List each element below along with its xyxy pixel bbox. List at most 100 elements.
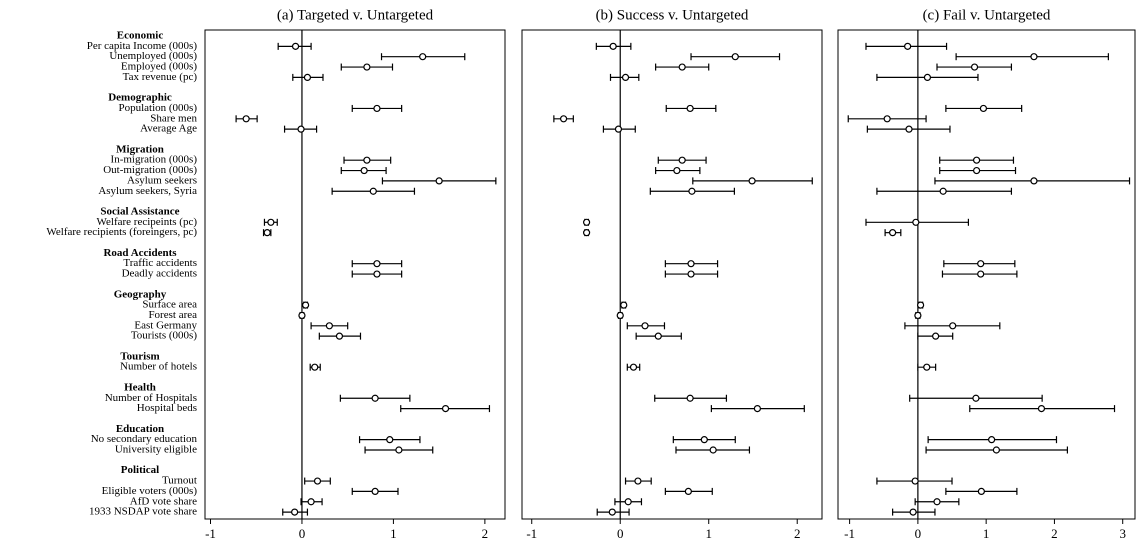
point-estimate (583, 229, 591, 237)
x-tick-label: 1 (983, 526, 990, 541)
point-estimate (905, 125, 913, 133)
row-label: Number of hotels (120, 361, 197, 373)
x-tick-label: 0 (915, 526, 922, 541)
x-tick-label: -1 (844, 526, 855, 541)
row-label: Asylum seekers, Syria (98, 185, 197, 197)
row-label: Turnout (162, 475, 197, 487)
row-label: Asylum seekers (127, 174, 197, 186)
panel-title: (c) Fail v. Untargeted (923, 7, 1051, 23)
row-label: East Germany (134, 319, 197, 331)
x-tick-label: 2 (1051, 526, 1058, 541)
row-label: Tax revenue (pc) (123, 71, 198, 83)
row-label: Welfare recipients (foreingers, pc) (46, 226, 197, 238)
point-estimate (624, 498, 632, 506)
point-estimate (678, 63, 686, 71)
row-label: Deadly accidents (122, 268, 197, 280)
panel-title: (b) Success v. Untargeted (596, 7, 749, 23)
point-estimate (909, 508, 917, 516)
point-estimate (297, 125, 305, 133)
point-estimate (979, 104, 988, 113)
x-tick-label: 0 (299, 526, 306, 541)
point-estimate (917, 301, 925, 309)
row-label: Employed (000s) (121, 61, 197, 73)
row-label: Hospital beds (137, 402, 197, 414)
point-estimate (363, 156, 371, 164)
point-estimate (395, 446, 403, 454)
point-estimate (373, 270, 381, 278)
point-estimate (1037, 405, 1046, 413)
x-tick-label: -1 (205, 526, 216, 541)
x-tick-label: -1 (526, 526, 537, 541)
row-label: Average Age (140, 123, 197, 135)
point-estimate (298, 311, 306, 320)
point-estimate (614, 125, 623, 133)
point-estimate (753, 405, 761, 413)
point-estimate (977, 260, 985, 268)
point-estimate (267, 218, 275, 226)
point-estimate (912, 218, 920, 226)
row-label: Eligible voters (000s) (102, 485, 198, 497)
group-header: Migration (116, 143, 164, 155)
group-header: Geography (114, 288, 167, 300)
point-estimate (608, 508, 616, 516)
panel-title: (a) Targeted v. Untargeted (277, 7, 434, 23)
point-estimate (371, 487, 379, 495)
x-tick-label: 2 (794, 526, 801, 541)
row-label: Unemployed (000s) (109, 50, 197, 62)
row-label: Forest area (148, 309, 197, 321)
point-estimate (972, 166, 981, 175)
x-tick-label: 0 (617, 526, 624, 541)
point-estimate (914, 311, 922, 320)
row-label: Surface area (142, 299, 197, 311)
point-estimate (673, 166, 681, 175)
group-header: Political (121, 464, 160, 476)
row-label: Share men (150, 112, 197, 124)
x-tick-label: 2 (482, 526, 489, 541)
point-estimate (363, 63, 371, 71)
point-estimate (977, 270, 985, 278)
point-estimate (731, 53, 739, 61)
group-header: Tourism (120, 350, 159, 362)
point-estimate (977, 487, 985, 495)
point-estimate (641, 322, 649, 330)
point-estimate (629, 363, 638, 371)
point-estimate (939, 187, 947, 195)
row-label: 1933 NSDAP vote share (89, 506, 197, 518)
row-label: In-migration (000s) (111, 154, 198, 166)
row-label: Welfare recipeints (pc) (97, 216, 198, 228)
point-estimate (291, 508, 299, 516)
row-label: University eligible (115, 444, 197, 456)
point-estimate (313, 477, 322, 485)
point-estimate (373, 104, 381, 113)
point-estimate (933, 498, 941, 506)
point-estimate (709, 446, 717, 454)
point-estimate (883, 115, 891, 123)
point-estimate (616, 311, 624, 320)
point-estimate (621, 73, 630, 82)
point-estimate (1030, 177, 1038, 185)
point-estimate (559, 115, 568, 123)
point-estimate (303, 73, 312, 82)
point-estimate (904, 42, 912, 50)
point-estimate (970, 63, 979, 71)
point-estimate (620, 301, 628, 309)
point-estimate (307, 498, 315, 506)
point-estimate (386, 436, 394, 444)
row-label: Tourists (000s) (131, 330, 197, 342)
point-estimate (419, 53, 427, 61)
point-estimate (583, 218, 591, 226)
point-estimate (688, 187, 696, 195)
point-estimate (687, 270, 695, 278)
point-estimate (325, 322, 333, 330)
point-estimate (441, 405, 450, 413)
point-estimate (992, 446, 1001, 454)
point-estimate (435, 177, 443, 185)
point-estimate (360, 166, 368, 175)
group-header: Road Accidents (103, 247, 177, 259)
row-label: Traffic accidents (123, 257, 197, 269)
row-label: No secondary education (91, 433, 198, 445)
point-estimate (988, 436, 996, 444)
point-estimate (686, 104, 694, 113)
point-estimate (373, 260, 381, 268)
